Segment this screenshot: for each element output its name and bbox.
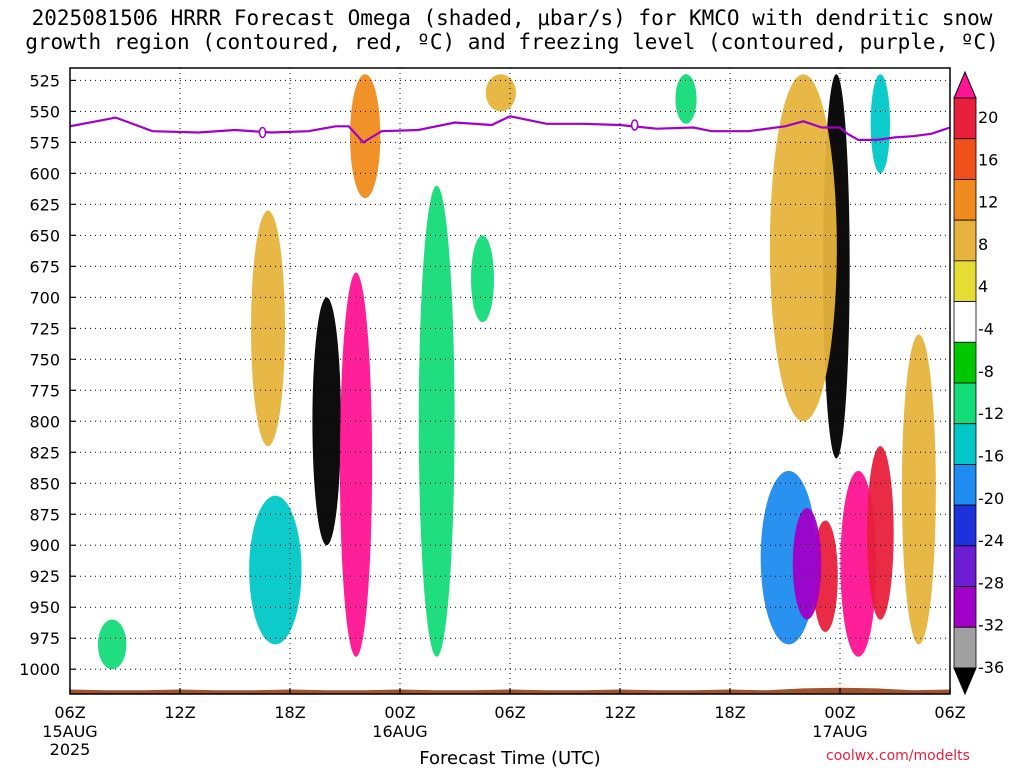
omega-feature-14 (769, 74, 837, 422)
y-tick-label: 925 (29, 567, 60, 586)
colorbar-segment (953, 423, 977, 465)
title-line-1: 2025081506 HRRR Forecast Omega (shaded, … (31, 6, 993, 30)
x-tick-label: 00Z (384, 703, 415, 722)
colorbar-label: 20 (978, 108, 998, 127)
colorbar: 20 16 12 8 4 -4 -8 -12 -16 -20 -24 -28 -32 -36 (953, 70, 1004, 696)
x-tick-label: 18Z (274, 703, 305, 722)
omega-feature-17 (901, 334, 936, 645)
colorbar-label: -28 (978, 573, 1004, 592)
colorbar-segment (953, 301, 977, 343)
omega-feature-11 (97, 619, 127, 670)
colorbar-segment (953, 138, 977, 180)
omega-feature-2 (350, 74, 381, 199)
y-tick-label: 850 (29, 474, 60, 493)
x-tick-label: 06Z (54, 703, 85, 722)
y-tick-label: 825 (29, 443, 60, 462)
freezing-level-contour (70, 115, 950, 144)
colorbar-label: 12 (978, 193, 998, 212)
title-line-2: growth region (contoured, red, ºC) and f… (25, 30, 999, 54)
plot-area (70, 68, 950, 694)
omega-feature-10 (471, 235, 494, 323)
x-tick-sublabel: 17AUG (812, 722, 867, 741)
omega-feature-1 (339, 272, 373, 657)
y-tick-label: 700 (29, 288, 60, 307)
x-tick-label: 00Z (824, 703, 855, 722)
x-tick-label: 06Z (494, 703, 525, 722)
colorbar-segment (953, 97, 977, 140)
y-tick-label: 1000 (19, 660, 60, 679)
colorbar-label: -8 (978, 362, 994, 381)
site-watermark: coolwx.com/modelts (826, 748, 970, 764)
colorbar-segment (953, 626, 977, 669)
omega-feature-15 (251, 210, 285, 447)
omega-feature-16 (485, 74, 516, 112)
freezing-level-label (258, 126, 267, 139)
colorbar-segment (953, 341, 977, 384)
y-tick-label: 775 (29, 381, 60, 400)
omega-feature-0 (312, 297, 341, 546)
freezing-level-label (630, 119, 639, 131)
y-tick-label: 750 (29, 350, 60, 369)
y-tick-label: 575 (29, 133, 60, 152)
colorbar-segment (953, 545, 977, 587)
colorbar-segment (953, 260, 977, 302)
x-axis-title: Forecast Time (UTC) (419, 748, 600, 768)
y-tick-label: 800 (29, 412, 60, 431)
colorbar-label: 16 (978, 150, 998, 169)
omega-feature-12 (675, 74, 697, 124)
colorbar-label: -20 (978, 489, 1004, 508)
colorbar-label: -16 (978, 446, 1004, 465)
pressure-axis: 525 550 575 600 625 650 675 700 725 750 775 800 825 8… (19, 71, 76, 679)
x-tick-label: 12Z (604, 703, 635, 722)
y-tick-label: 600 (29, 164, 60, 183)
colorbar-bottom-arrow (953, 667, 977, 696)
omega-shading (97, 74, 936, 670)
colorbar-label: -24 (978, 531, 1004, 550)
colorbar-segment (953, 586, 977, 628)
colorbar-top-arrow (953, 70, 977, 99)
colorbar-segment (953, 219, 977, 262)
x-tick-label: 18Z (714, 703, 745, 722)
y-tick-label: 525 (29, 71, 60, 90)
colorbar-label: -4 (978, 320, 994, 339)
colorbar-segment (953, 382, 977, 425)
omega-feature-6 (249, 495, 302, 645)
y-tick-label: 550 (29, 102, 60, 121)
y-tick-label: 975 (29, 629, 60, 648)
y-tick-label: 900 (29, 536, 60, 555)
grid-lines (70, 68, 950, 694)
colorbar-label: 8 (978, 235, 988, 254)
y-tick-label: 950 (29, 598, 60, 617)
x-tick-sublabel: 15AUG (42, 722, 97, 741)
x-tick-label: 06Z (934, 703, 965, 722)
omega-feature-8 (792, 508, 822, 620)
x-tick-sublabel: 16AUG (372, 722, 427, 741)
y-tick-label: 725 (29, 319, 60, 338)
y-tick-label: 875 (29, 505, 60, 524)
y-tick-label: 625 (29, 195, 60, 214)
colorbar-label: -32 (978, 616, 1004, 635)
x-tick-label: 12Z (164, 703, 195, 722)
y-tick-label: 650 (29, 226, 60, 245)
colorbar-label: -36 (978, 658, 1004, 677)
freezing-level-line (70, 115, 950, 144)
colorbar-segment (953, 464, 977, 506)
colorbar-segment (953, 504, 977, 547)
colorbar-label: -12 (978, 404, 1004, 423)
x-tick-sublabel: 2025 (50, 740, 91, 759)
chart-title: 2025081506 HRRR Forecast Omega (shaded, … (0, 6, 1024, 54)
y-tick-label: 675 (29, 257, 60, 276)
omega-feature-13 (870, 74, 890, 174)
omega-feature-18 (867, 446, 894, 620)
colorbar-label: 4 (978, 277, 988, 296)
omega-feature-9 (418, 185, 455, 657)
colorbar-segment (953, 179, 977, 221)
